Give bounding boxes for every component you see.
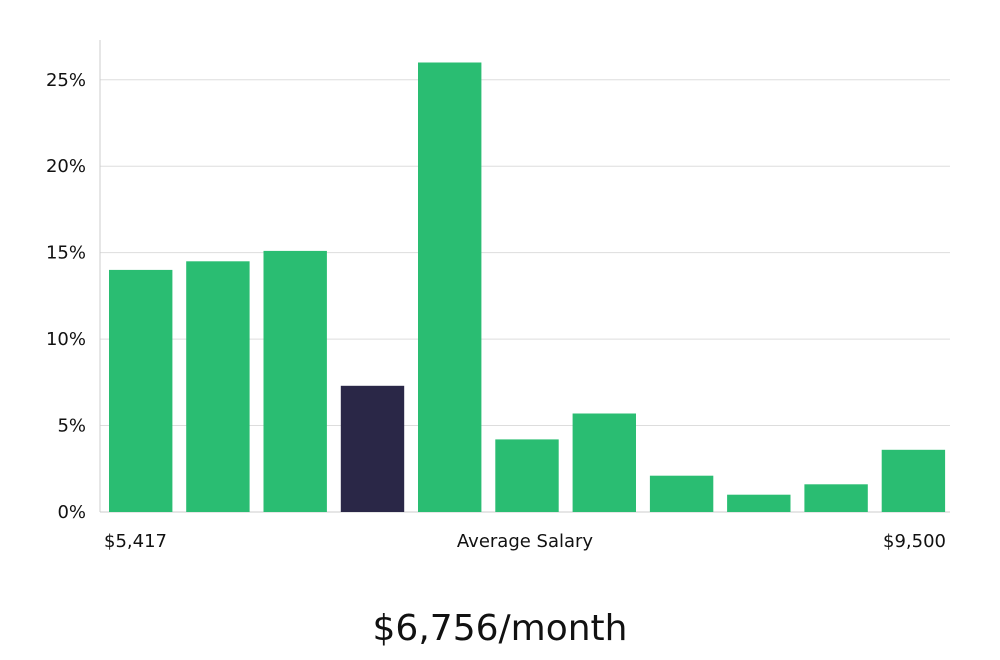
bar bbox=[727, 494, 791, 512]
salary-histogram: 0% 5% 10% 15% 20% 25% $5,417 Average Salary $… bbox=[46, 40, 950, 552]
bar bbox=[109, 269, 173, 512]
bars bbox=[109, 62, 946, 512]
x-axis-title: Average Salary bbox=[457, 531, 594, 552]
bar-highlighted bbox=[340, 385, 405, 512]
y-axis-ticks: 0% 5% 10% 15% 20% 25% bbox=[46, 70, 86, 523]
bar bbox=[418, 62, 482, 512]
bar bbox=[881, 449, 946, 512]
bar bbox=[186, 261, 250, 512]
x-max-label: $9,500 bbox=[883, 531, 946, 552]
bar bbox=[263, 250, 327, 512]
bar bbox=[804, 484, 868, 512]
y-tick-label: 10% bbox=[46, 329, 86, 350]
x-min-label: $5,417 bbox=[104, 531, 167, 552]
y-tick-label: 0% bbox=[57, 502, 86, 523]
average-salary-value: $6,756/month bbox=[372, 608, 628, 649]
bar bbox=[572, 413, 636, 512]
y-tick-label: 5% bbox=[57, 416, 86, 437]
y-tick-label: 25% bbox=[46, 70, 86, 91]
y-tick-label: 20% bbox=[46, 156, 86, 177]
y-tick-label: 15% bbox=[46, 243, 86, 264]
bar bbox=[649, 475, 714, 512]
bar bbox=[495, 439, 559, 512]
